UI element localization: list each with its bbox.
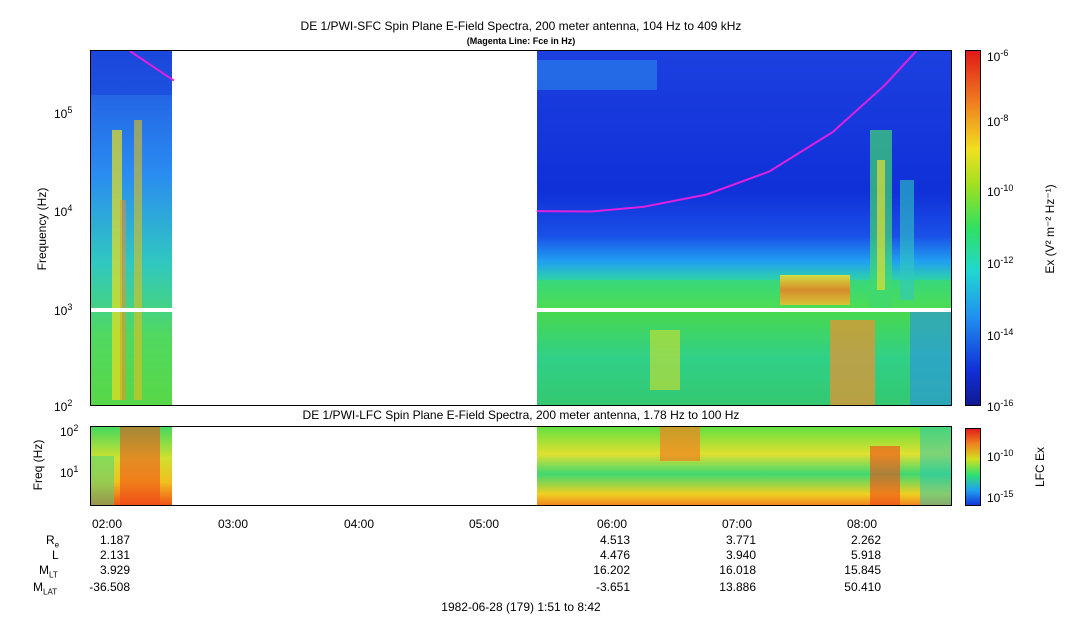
xtick-0300: 03:00 [218,517,249,531]
eph-label-l: L [52,548,59,562]
eph-0600-mlt: 16.202 [593,563,630,577]
time-range-footer: 1982-06-28 (179) 1:51 to 8:42 [441,600,601,614]
eph-label-mlat: MLAT [33,580,58,597]
eph-0700-mlt: 16.018 [719,563,756,577]
bottom-panel-title: DE 1/PWI-LFC Spin Plane E-Field Spectra,… [302,408,740,422]
top-ytick-10000: 104 [54,203,73,219]
xtick-0200: 02:00 [92,517,123,531]
bottom-ytick-100: 102 [60,423,79,439]
fce-magenta-line [129,50,918,213]
fce-line-segment-0 [129,50,175,82]
eph-0800-re: 2.262 [850,533,881,547]
eph-0800-mlat: 50.410 [844,580,881,594]
eph-0600-mlat: -3.651 [595,580,630,594]
eph-0800-l: 5.918 [850,548,881,562]
bottom-ytick-10: 101 [60,464,79,480]
right-data-lower [537,312,952,406]
top-cb-tick-6: 10-16 [987,398,1014,414]
top-ytick-100: 102 [54,398,73,414]
top-cb-tick-5: 10-14 [987,327,1014,343]
left-data-block [90,50,172,406]
bottom-colorbar-label: LFC Ex [1033,447,1047,488]
eph-0600-re: 4.513 [599,533,630,547]
bottom-spectrogram [90,426,952,506]
top-colorbar [965,50,981,406]
top-ytick-1000: 103 [54,302,73,318]
eph-0800-mlt: 15.845 [844,563,881,577]
eph-0700-mlat: 13.886 [719,580,756,594]
fce-line-segment-1 [536,50,918,213]
xtick-0500: 05:00 [469,517,500,531]
eph-0700-re: 3.771 [725,533,756,547]
top-ylabel: Frequency (Hz) [35,187,49,271]
eph-0600-l: 4.476 [599,548,630,562]
xtick-0400: 04:00 [344,517,375,531]
top-cb-tick-1: 10-6 [987,48,1009,64]
top-cb-tick-2: 10-8 [987,113,1009,129]
top-ytick-100000: 105 [54,105,73,121]
xtick-0600: 06:00 [597,517,628,531]
top-spectrogram [90,50,952,406]
bottom-cb-tick-1: 10-10 [987,448,1014,464]
eph-0700-l: 3.940 [725,548,756,562]
top-cb-tick-4: 10-12 [987,255,1014,271]
bottom-colorbar [965,428,981,506]
eph-0200-mlt: 3.929 [99,563,130,577]
gap-line-1khz [90,308,952,312]
eph-0200-mlat: -36.508 [89,580,130,594]
bottom-cb-tick-2: 10-15 [987,489,1014,505]
top-panel-subtitle: (Magenta Line: Fce in Hz) [466,36,576,46]
top-panel-title: DE 1/PWI-SFC Spin Plane E-Field Spectra,… [300,19,742,33]
bottom-ylabel: Freq (Hz) [31,439,45,491]
xtick-0800: 08:00 [847,517,878,531]
eph-label-re: Re [46,533,60,550]
eph-label-mlt: MLT [39,563,58,580]
top-colorbar-label: Ex (V² m⁻² Hz⁻¹) [1043,184,1057,274]
top-cb-tick-3: 10-10 [987,183,1014,199]
xtick-0700: 07:00 [722,517,753,531]
eph-0200-l: 2.131 [99,548,130,562]
eph-0200-re: 1.187 [99,533,130,547]
